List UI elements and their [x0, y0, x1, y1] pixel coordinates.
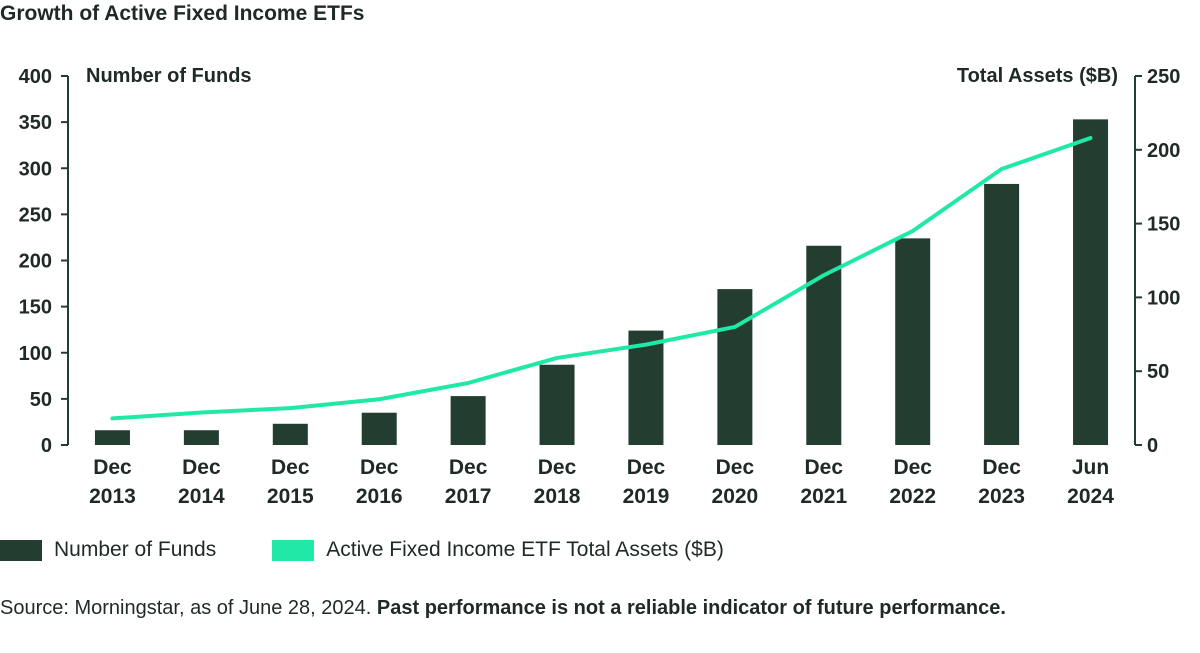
bar-jun-2024	[1073, 119, 1109, 446]
y-right-tick-label: 50	[1147, 361, 1169, 383]
legend-item-assets: Active Fixed Income ETF Total Assets ($B…	[272, 538, 724, 562]
legend-swatch-bar	[0, 539, 42, 561]
legend-swatch-line	[272, 539, 315, 561]
x-label-year: 2021	[800, 485, 847, 508]
assets-point-dec-2014	[199, 411, 203, 415]
assets-point-dec-2023	[1000, 167, 1004, 171]
y-left-tick-label: 0	[41, 435, 52, 457]
y-left-tick-label: 300	[19, 158, 52, 180]
chart-canvas: 050100150200250300350400050100150200250 …	[19, 65, 1181, 508]
x-label-year: 2024	[1067, 485, 1114, 508]
x-label-month: Jun	[1072, 456, 1109, 479]
assets-point-dec-2015	[288, 406, 292, 410]
bar-dec-2013	[94, 430, 130, 445]
axes-group: 0 50 100 150 200 250 300 350 400 0 50 100 150 200 250	[19, 66, 1181, 457]
disclaimer-text: Past performance is not a reliable indic…	[376, 597, 1006, 619]
x-label-year: 2023	[978, 485, 1025, 508]
assets-line	[110, 135, 1093, 421]
x-label-year: 2013	[89, 485, 136, 508]
x-label-month: Dec	[716, 456, 755, 479]
y-left-tick-label: 350	[19, 112, 52, 134]
assets-point-dec-2018	[555, 356, 559, 360]
x-label-month: Dec	[805, 456, 844, 479]
bar-dec-2022	[895, 238, 931, 445]
y-left-tick-label: 250	[19, 204, 52, 226]
legend: Number of Funds Active Fixed Income ETF …	[0, 538, 780, 562]
x-label-year: 2022	[889, 485, 936, 508]
bar-dec-2014	[183, 430, 219, 445]
x-label-year: 2014	[178, 485, 225, 508]
bar-dec-2016	[361, 412, 397, 445]
x-label-month: Dec	[271, 456, 310, 479]
assets-point-dec-2017	[466, 381, 470, 385]
x-label-month: Dec	[93, 456, 132, 479]
bar-dec-2019	[628, 330, 664, 445]
x-label-month: Dec	[360, 456, 399, 479]
source-text: Source: Morningstar, as of June 28, 2024…	[0, 597, 377, 619]
y-right-tick-label: 150	[1147, 214, 1180, 236]
y-left-tick-label: 150	[19, 297, 52, 319]
x-label-month: Dec	[182, 456, 221, 479]
y-axis-right-title: Total Assets ($B)	[957, 65, 1118, 87]
x-label-year: 2019	[623, 485, 670, 508]
bar-dec-2015	[272, 423, 308, 445]
y-right-tick-label: 100	[1147, 287, 1180, 309]
legend-label-assets: Active Fixed Income ETF Total Assets ($B…	[326, 538, 724, 561]
x-label-year: 2015	[267, 485, 314, 508]
assets-point-dec-2013	[110, 416, 114, 420]
x-label-month: Dec	[982, 456, 1021, 479]
bars-group	[94, 119, 1109, 446]
x-label-month: Dec	[449, 456, 488, 479]
x-label-month: Dec	[893, 456, 932, 479]
x-label-month: Dec	[538, 456, 577, 479]
bar-dec-2017	[450, 396, 486, 445]
y-left-tick-label: 400	[19, 66, 52, 88]
line-group	[110, 135, 1093, 421]
bar-dec-2021	[806, 245, 842, 445]
y-right-tick-label: 250	[1147, 66, 1180, 88]
chart-title: Growth of Active Fixed Income ETFs	[0, 2, 365, 25]
y-right-tick-label: 0	[1147, 435, 1158, 457]
bar-dec-2018	[539, 364, 575, 445]
source-note: Source: Morningstar, as of June 28, 2024…	[0, 594, 1050, 622]
y-left-tick-label: 50	[30, 389, 52, 411]
x-label-year: 2020	[712, 485, 759, 508]
x-label-year: 2018	[534, 485, 581, 508]
y-right-tick-label: 200	[1147, 140, 1180, 162]
x-label-month: Dec	[627, 456, 666, 479]
bar-dec-2020	[717, 289, 753, 445]
x-label-year: 2017	[445, 485, 492, 508]
bar-dec-2023	[984, 183, 1020, 445]
legend-label-funds: Number of Funds	[54, 538, 217, 561]
assets-point-dec-2019	[644, 343, 648, 347]
x-label-year: 2016	[356, 485, 403, 508]
y-axis-left-title: Number of Funds	[86, 65, 252, 87]
assets-point-dec-2016	[377, 397, 381, 401]
legend-item-funds: Number of Funds	[0, 538, 216, 562]
y-left-tick-label: 100	[19, 343, 52, 365]
assets-point-jun-2024	[1089, 136, 1093, 140]
assets-point-dec-2022	[911, 229, 915, 233]
labels-group: Dec 2013 Dec 2014 Dec 2015 Dec 2016 Dec 2017 Dec 20…	[89, 456, 1114, 508]
assets-point-dec-2020	[733, 325, 737, 329]
assets-point-dec-2021	[822, 273, 826, 277]
y-left-tick-label: 200	[19, 251, 52, 273]
